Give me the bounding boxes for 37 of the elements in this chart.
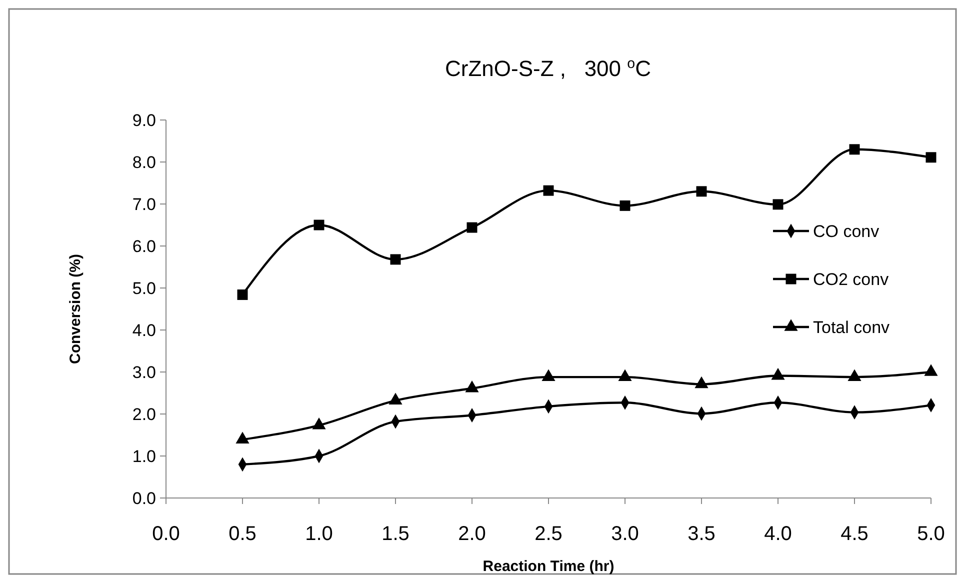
y-tick-label: 4.0	[132, 320, 156, 340]
chart-title: CrZnO-S-Z , 300 $^{o}$C	[445, 56, 652, 81]
point	[237, 289, 248, 300]
point	[390, 254, 401, 265]
point	[466, 222, 478, 233]
x-tick-label: 1.0	[305, 523, 333, 545]
x-tick-label: 1.5	[382, 523, 410, 545]
legend-label: Total conv	[813, 318, 890, 337]
point	[849, 144, 860, 155]
x-tick-label: 2.5	[534, 523, 562, 545]
y-tick-label: 3.0	[132, 362, 156, 382]
x-axis-title: Reaction Time (hr)	[482, 558, 614, 575]
y-tick-label: 5.0	[132, 278, 156, 298]
y-tick-label: 2.0	[132, 404, 156, 424]
point	[772, 199, 784, 210]
x-tick-label: 3.5	[688, 523, 716, 545]
point	[314, 220, 324, 230]
y-axis-title: Conversion (%)	[67, 254, 84, 364]
x-tick-label: 0.5	[228, 523, 256, 545]
x-tick-label: 3.0	[611, 523, 639, 545]
x-tick-label: 4.0	[764, 523, 792, 545]
legend-label: CO conv	[813, 222, 880, 241]
y-tick-label: 1.0	[132, 446, 156, 466]
x-tick-label: 2.0	[458, 523, 486, 545]
x-tick-label: 5.0	[917, 523, 945, 545]
point	[926, 152, 936, 163]
point	[620, 200, 630, 211]
x-tick-label: 4.5	[840, 523, 868, 545]
y-tick-label: 7.0	[132, 194, 156, 214]
point	[696, 186, 707, 197]
point	[543, 185, 554, 196]
y-tick-label: 0.0	[132, 488, 156, 508]
x-tick-label: 0.0	[152, 523, 180, 545]
y-tick-label: 8.0	[132, 152, 156, 172]
y-tick-label: 6.0	[132, 236, 156, 256]
y-tick-label: 9.0	[132, 110, 156, 130]
legend-label: CO2 conv	[813, 270, 890, 289]
